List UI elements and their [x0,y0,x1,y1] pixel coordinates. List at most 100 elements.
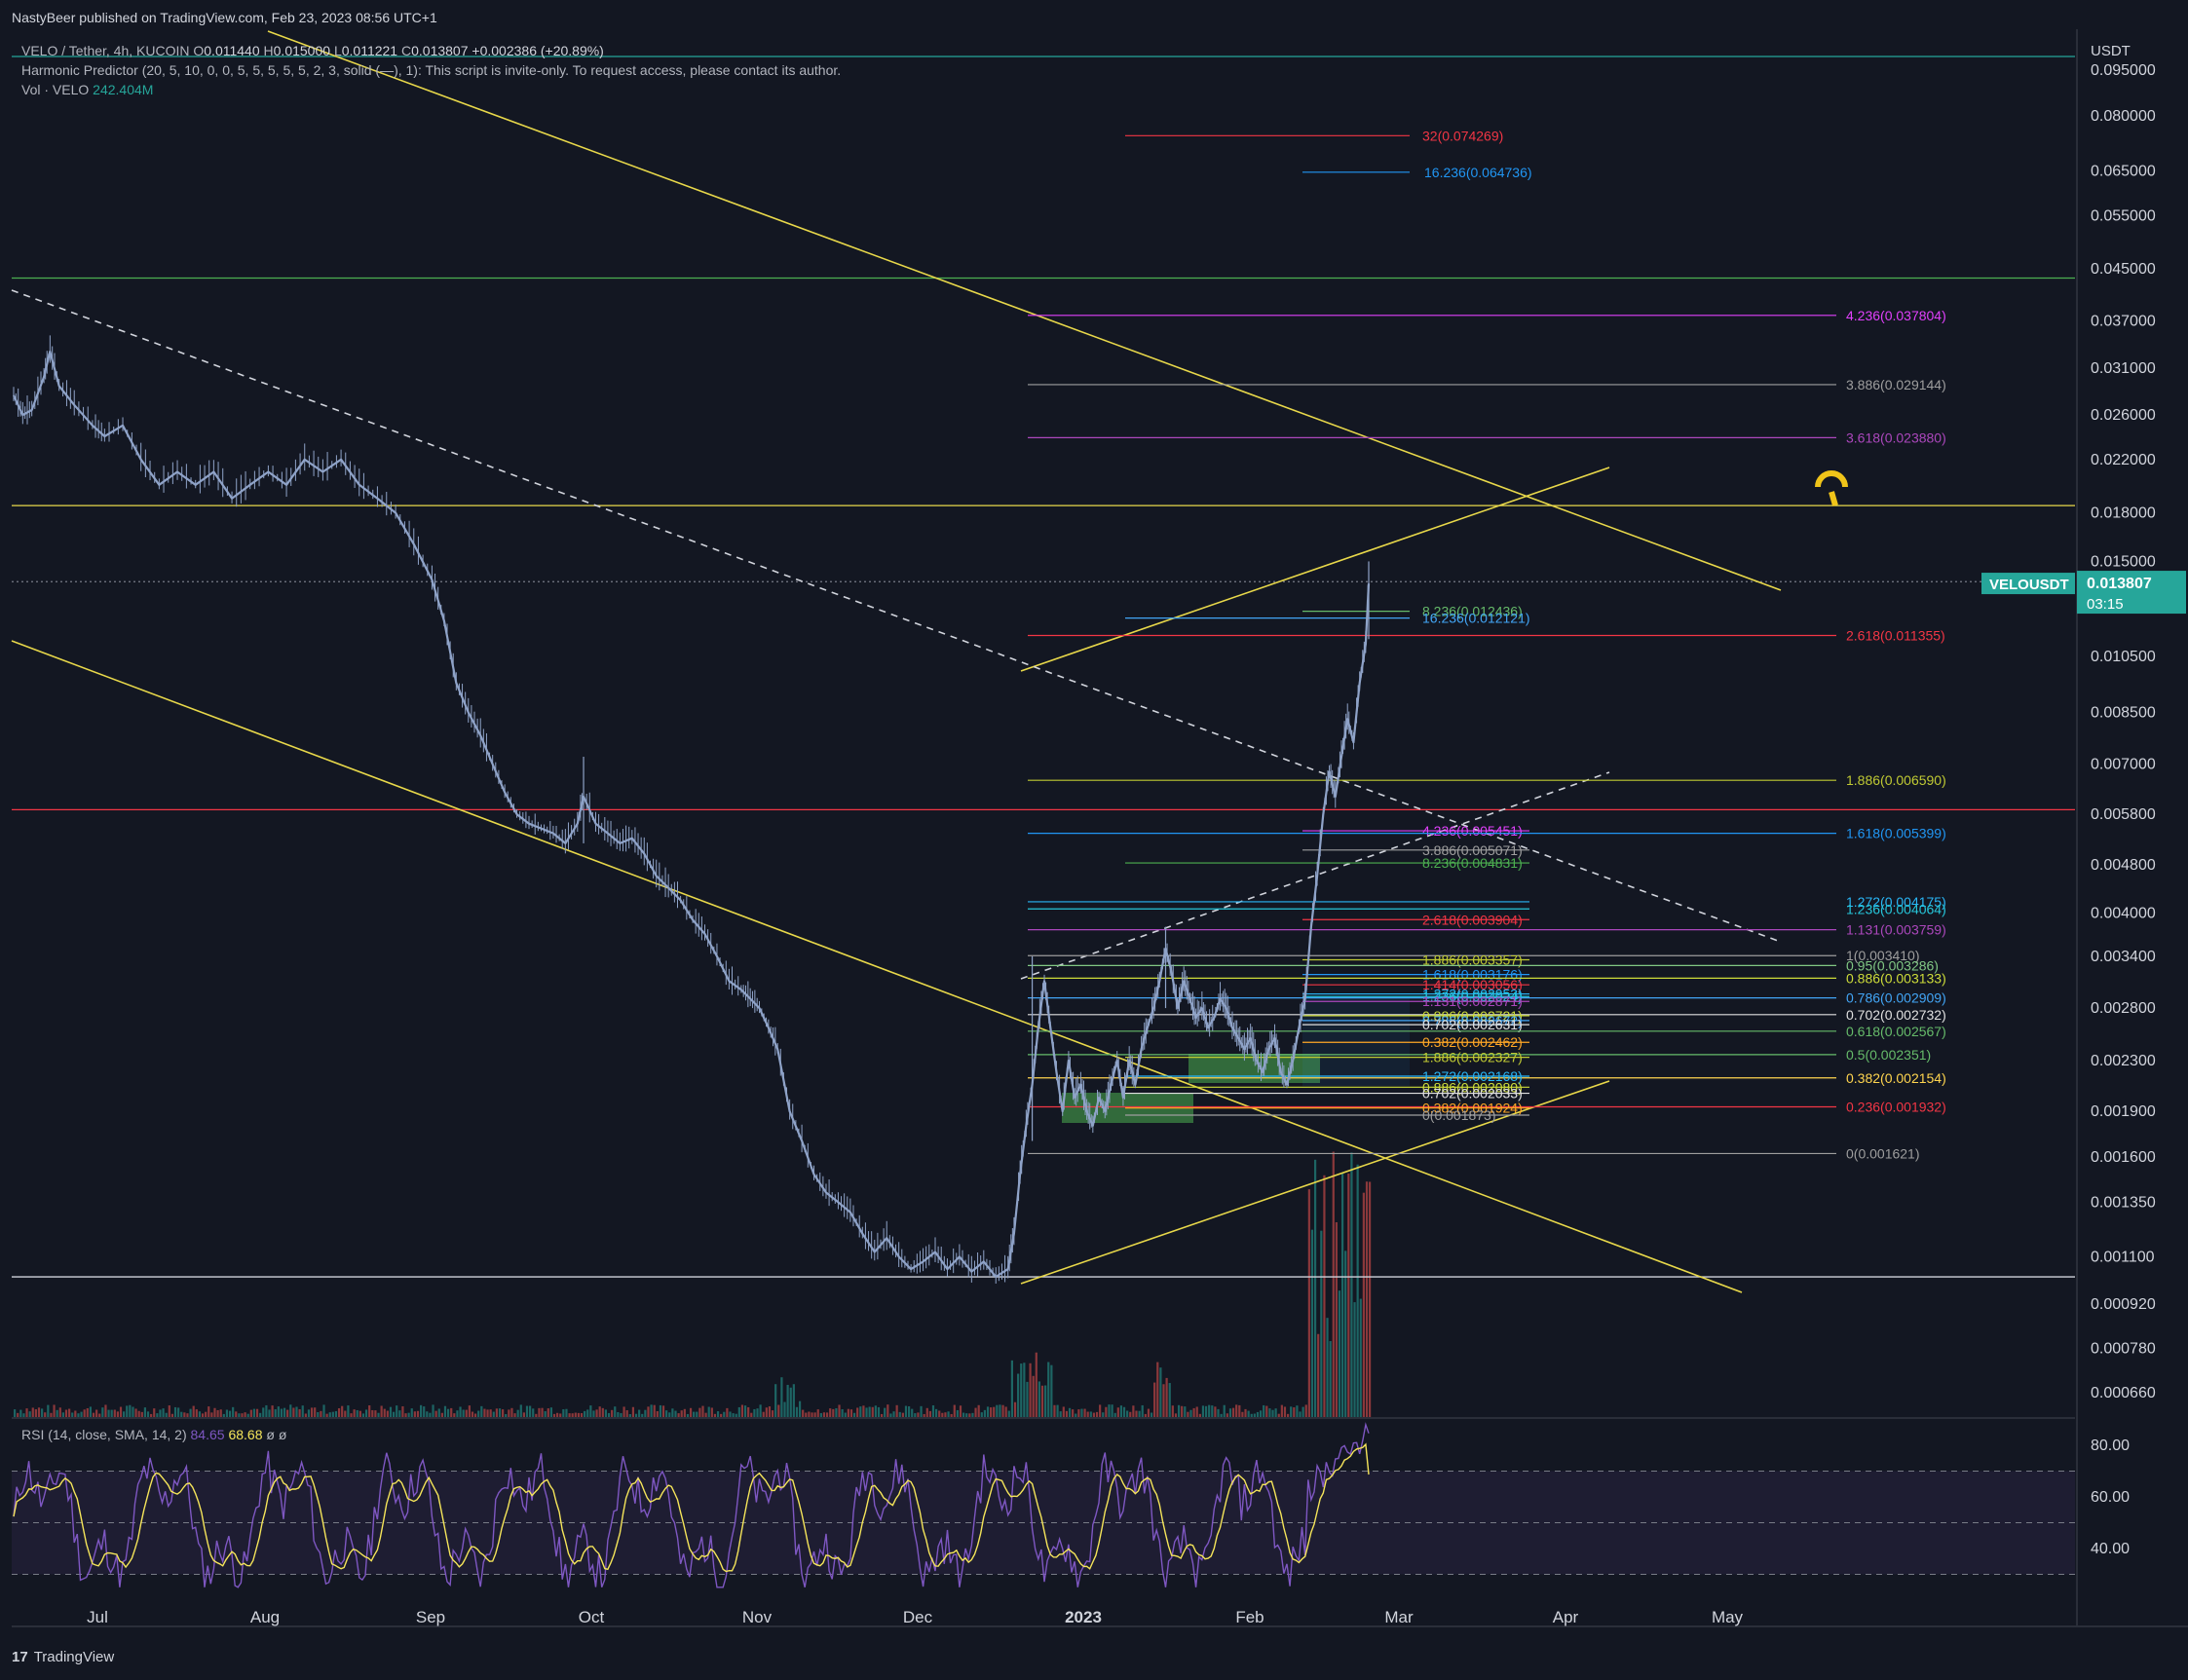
rsi-extra-1: ø [266,1427,275,1442]
high-label: H [263,43,274,58]
volume-bar [368,1404,371,1417]
volume-bar [314,1407,317,1417]
volume-bar [1335,1222,1338,1417]
volume-bar [89,1406,92,1417]
price-series [13,335,1371,1284]
volume-bar [1307,1189,1310,1417]
volume-bar [822,1412,826,1417]
volume-bar [805,1412,808,1417]
volume-bar [347,1405,350,1417]
volume-bar [704,1412,707,1417]
volume-bar [286,1409,289,1417]
volume-bar [971,1412,974,1417]
volume-bar [1062,1406,1065,1417]
volume-bar [941,1412,944,1417]
volume-bar [1283,1406,1287,1417]
fib-level-label: 1.886(0.006590) [1846,772,1946,788]
indicator-row[interactable]: Harmonic Predictor (20, 5, 10, 0, 0, 5, … [21,62,842,78]
fib-level-label: 4.236(0.005451) [1422,823,1523,839]
volume-bar [1299,1411,1301,1417]
volume-bar [956,1409,959,1417]
volume-bar [1256,1411,1260,1417]
volume-bar [207,1406,210,1417]
rsi-sma-line [13,1442,1370,1573]
volume-bar [1010,1360,1014,1417]
volume-bar [1214,1406,1217,1417]
volume-row[interactable]: Vol · VELO 242.404M [21,80,841,99]
volume-bar [225,1409,229,1417]
volume-bar [222,1413,225,1417]
low-value: 0.011221 [341,43,398,58]
volume-bar [993,1406,996,1417]
volume-bar [925,1407,928,1417]
volume-bar [661,1405,665,1417]
volume-bar [156,1413,159,1417]
volume-bar [792,1384,795,1417]
volume-bar [265,1404,268,1417]
volume-bar [1259,1410,1263,1417]
volume-bar [1044,1385,1047,1417]
volume-bar [304,1413,307,1417]
volume-bar [1013,1401,1017,1417]
volume-bar [183,1412,186,1417]
volume-bar [283,1407,286,1417]
pattern-zone [1188,1054,1320,1083]
volume-bar [364,1409,368,1417]
volume-bar [911,1408,914,1417]
volume-bar [232,1406,235,1417]
fib-level-label: 1.618(0.005399) [1846,826,1946,841]
volume-bar [383,1408,386,1417]
volume-bar [337,1408,341,1417]
trend-line [11,640,1743,1293]
volume-bar [880,1413,884,1417]
volume-bar [653,1404,656,1417]
volume-bar [353,1409,356,1417]
rsi-legend[interactable]: RSI (14, close, SMA, 14, 2) 84.65 68.68 … [21,1427,286,1442]
symbol-name[interactable]: VELO / Tether, 4h, KUCOIN [21,43,190,58]
volume-bar [1228,1408,1232,1417]
volume-bar [98,1413,101,1417]
price-tick-label: 0.001350 [2091,1194,2156,1211]
volume-bar [77,1413,80,1417]
time-tick-label: Apr [1553,1608,1579,1626]
footer-brand[interactable]: 17 TradingView [12,1649,114,1665]
volume-bar [519,1404,522,1417]
volume-bar [950,1413,953,1417]
volume-bar [271,1405,274,1417]
price-tick-label: 0.000660 [2091,1385,2156,1401]
volume-bar [268,1409,271,1417]
magnet-icon[interactable] [1815,470,1848,506]
volume-bar [631,1406,635,1417]
volume-bar [1023,1363,1026,1417]
volume-bar [401,1405,404,1417]
volume-bar [213,1407,216,1417]
volume-bar [871,1406,874,1417]
volume-bar [680,1410,683,1417]
volume-bar [361,1413,365,1417]
volume-bar [1204,1405,1208,1417]
volume-bar [432,1404,434,1417]
volume-bar [611,1409,614,1417]
volume-bar [671,1408,674,1417]
volume-bar [334,1410,338,1417]
volume-bar [510,1407,513,1417]
volume-bar [959,1405,962,1417]
volume-bar [1344,1251,1347,1417]
volume-bar [713,1413,717,1417]
volume-bar [811,1412,813,1417]
volume-bar [577,1412,581,1417]
volume-bar [328,1412,331,1417]
volume-bar [380,1405,383,1417]
volume-bar [532,1408,535,1417]
volume-bar [865,1407,868,1417]
price-tick-label: 0.005800 [2091,806,2156,823]
volume-bar [1099,1404,1102,1417]
volume-bar [192,1405,195,1417]
volume-bar [544,1411,547,1417]
fib-level-label: 1.131(0.002871) [1422,993,1523,1009]
volume-bar [298,1408,301,1417]
fib-level-label: 1.131(0.003759) [1846,922,1946,938]
volume-bar [41,1408,44,1417]
volume-bar [1244,1408,1247,1417]
